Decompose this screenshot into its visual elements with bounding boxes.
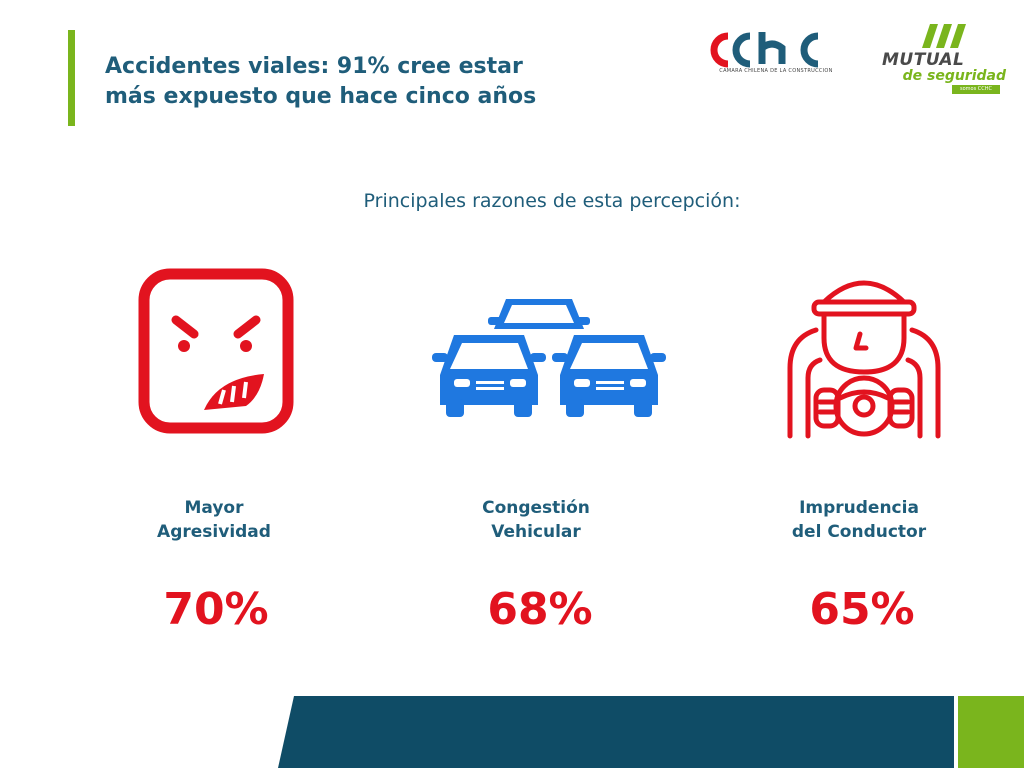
reason-label-imprudencia: Imprudencia del Conductor: [749, 496, 969, 544]
reason-label-line-1: Imprudencia: [799, 498, 919, 518]
reason-label-congestion: Congestión Vehicular: [426, 496, 646, 544]
reason-percent-agresividad: 70%: [163, 584, 269, 635]
footer-band: [0, 696, 1024, 768]
reason-label-line-1: Congestión: [482, 498, 590, 518]
mutual-logo-tag: somos CCHC: [952, 85, 1000, 94]
page-title: Accidentes viales: 91% cree estar más ex…: [105, 52, 665, 112]
mutual-logo: MUTUAL de seguridad somos CCHC: [880, 18, 1006, 94]
reason-label-line-2: del Conductor: [791, 522, 927, 542]
reason-label-line-1: Mayor: [184, 498, 244, 518]
reason-percent-congestion: 68%: [487, 584, 593, 635]
reason-percent-imprudencia: 65%: [809, 584, 915, 635]
traffic-cars-icon: [432, 295, 668, 419]
section-subtitle: Principales razones de esta percepción:: [363, 190, 741, 212]
mutual-logo-sub: de seguridad: [902, 68, 1006, 84]
title-accent-bar: [68, 30, 75, 126]
angry-face-icon: [138, 268, 294, 434]
reason-label-agresividad: Mayor Agresividad: [104, 496, 324, 544]
page-title-line-1: Accidentes viales: 91% cree estar: [105, 54, 523, 79]
reason-label-line-2: Agresividad: [157, 522, 271, 542]
driver-icon: [786, 268, 942, 440]
mutual-logo-word: MUTUAL: [882, 50, 965, 70]
cchc-logo-caption: CAMARA CHILENA DE LA CONSTRUCCION: [719, 68, 833, 74]
cchc-logo: CAMARA CHILENA DE LA CONSTRUCCION: [706, 30, 846, 80]
page-title-line-2: más expuesto que hace cinco años: [105, 84, 537, 109]
reason-label-line-2: Vehicular: [491, 522, 581, 542]
